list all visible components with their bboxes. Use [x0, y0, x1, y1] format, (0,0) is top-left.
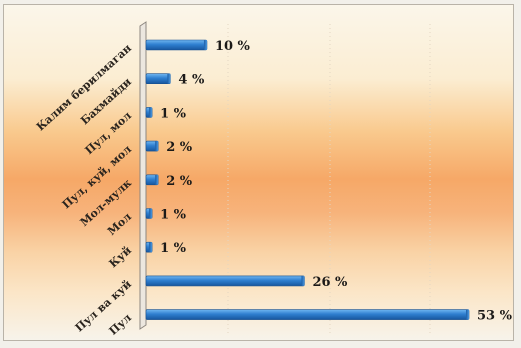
bar-end-cap [203, 40, 207, 50]
bars [145, 39, 470, 320]
value-label: 1 % [160, 208, 187, 223]
value-labels: 10 % 4 % 1 % 2 % 2 % 1 % 1 % 26 % 53 % [160, 39, 513, 324]
bar-end-cap [149, 107, 153, 118]
bar [145, 309, 470, 320]
bar [145, 73, 171, 84]
category-axis [139, 21, 147, 330]
value-label: 26 % [312, 275, 348, 290]
bar-end-cap [149, 208, 153, 219]
value-label: 4 % [178, 73, 205, 88]
value-label: 2 % [166, 140, 193, 155]
category-label: Куй [107, 244, 134, 271]
category-label: Мол [105, 210, 134, 238]
axis-wall [139, 21, 147, 330]
category-label: Пул [107, 311, 135, 338]
value-label: 53 % [477, 309, 513, 324]
value-label: 1 % [160, 241, 187, 256]
bar [145, 275, 305, 287]
value-label: 1 % [160, 106, 187, 121]
bar-end-cap [167, 73, 171, 84]
bar-end-cap [149, 242, 153, 253]
value-label: 10 % [215, 39, 251, 54]
bar-end-cap [466, 309, 469, 320]
value-label: 2 % [166, 174, 193, 189]
bar-end-cap [301, 275, 305, 286]
bar [145, 39, 208, 51]
bar-end-cap [155, 174, 159, 185]
bar-end-cap [155, 141, 159, 152]
